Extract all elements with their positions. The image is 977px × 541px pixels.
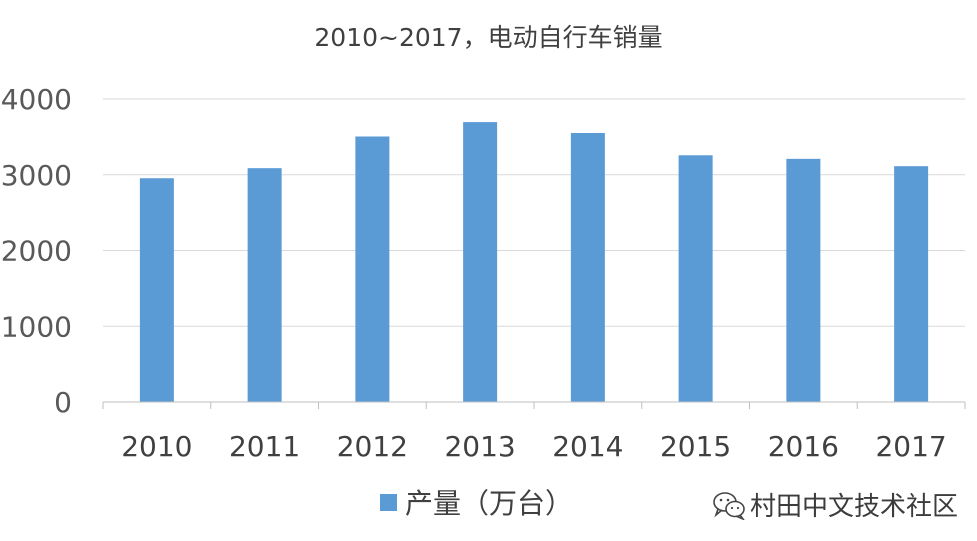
x-tick-label: 2015 (660, 430, 731, 463)
y-tick-label: 4000 (1, 83, 72, 116)
legend: 产量（万台） (380, 482, 573, 522)
bar-2016 (786, 158, 821, 402)
wechat-icon (713, 491, 745, 520)
bar-2012 (355, 136, 390, 402)
x-tick-label: 2010 (121, 430, 192, 463)
bar-2017 (894, 166, 929, 402)
gridlines (103, 98, 965, 327)
bar-2015 (678, 155, 713, 402)
bar-2010 (139, 178, 174, 402)
y-tick-label: 3000 (1, 159, 72, 192)
x-axis-ticks: 2010 2011 2012 2013 2014 2015 2016 2017 (121, 430, 947, 463)
x-tick-label: 2016 (768, 430, 839, 463)
watermark: 村田中文技术社区 (712, 486, 958, 523)
y-tick-label: 1000 (1, 310, 72, 343)
y-tick-label: 2000 (1, 235, 72, 268)
bar-2013 (463, 122, 498, 402)
bar-2011 (247, 168, 282, 402)
bar-2014 (570, 133, 605, 402)
bars (139, 122, 929, 402)
x-tick-label: 2013 (444, 430, 515, 463)
x-tick-label: 2012 (337, 430, 408, 463)
y-axis-ticks: 0 1000 2000 3000 4000 (1, 83, 72, 419)
watermark-text: 村田中文技术社区 (750, 492, 959, 522)
x-tick-label: 2017 (875, 430, 946, 463)
x-tick-label: 2011 (229, 430, 300, 463)
x-tick-label: 2014 (552, 430, 623, 463)
legend-swatch (380, 493, 397, 511)
x-axis (102, 401, 966, 409)
y-tick-label: 0 (54, 386, 72, 419)
legend-label: 产量（万台） (405, 487, 574, 520)
chart-title: 2010~2017，电动自行车销量 (314, 23, 663, 52)
